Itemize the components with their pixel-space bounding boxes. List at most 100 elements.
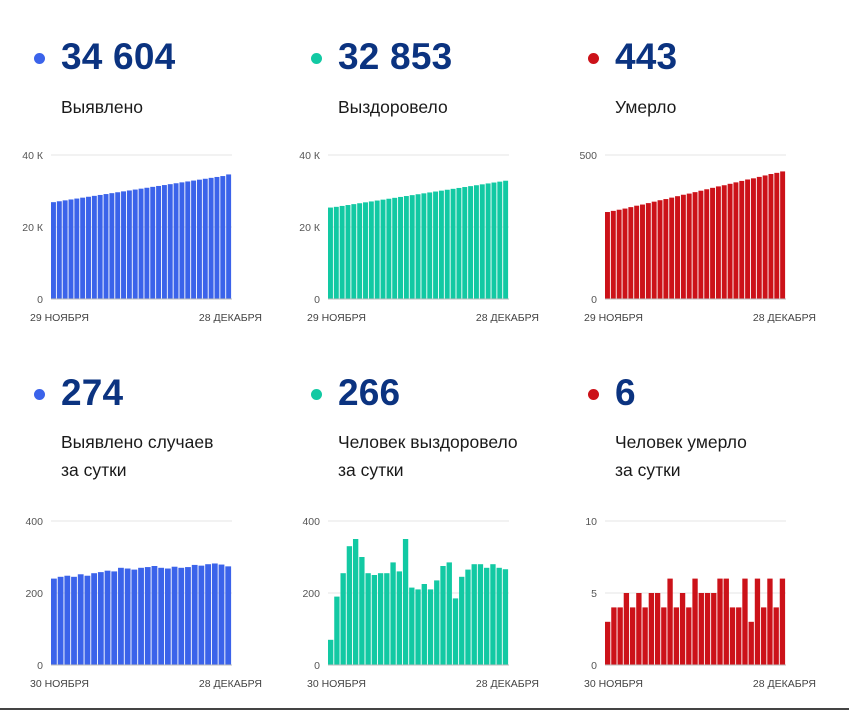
- bar: [77, 574, 84, 665]
- bar: [62, 200, 68, 299]
- bar: [131, 569, 138, 665]
- cumulative-deaths-value: 443: [615, 36, 678, 77]
- daily-recovered-label-line2: за сутки: [338, 460, 404, 480]
- bar: [121, 191, 126, 299]
- bar: [333, 206, 339, 299]
- bar: [371, 575, 378, 665]
- bar: [465, 569, 471, 665]
- bar: [427, 192, 433, 299]
- x-tick-label-end: 28 ДЕКАБРЯ: [753, 678, 816, 690]
- x-tick-label-end: 28 ДЕКАБРЯ: [476, 678, 539, 690]
- bar: [673, 607, 679, 665]
- bar: [434, 580, 440, 665]
- x-tick-label-start: 30 НОЯБРЯ: [30, 678, 89, 690]
- bar: [132, 189, 138, 299]
- bar: [661, 607, 667, 665]
- bar: [64, 575, 71, 665]
- bar: [629, 607, 636, 665]
- y-tick-label: 0: [314, 294, 320, 306]
- legend-dot-icon: [311, 389, 322, 400]
- bar: [185, 181, 191, 299]
- bar: [440, 566, 446, 665]
- bar: [645, 203, 651, 299]
- bar: [698, 190, 704, 299]
- bar: [679, 593, 686, 665]
- bar: [484, 567, 490, 665]
- bar: [634, 205, 640, 299]
- panel-daily-recovered: 266 Человек выздоровело за сутки 0 200 400…: [277, 340, 547, 700]
- y-tick-label: 0: [591, 660, 597, 672]
- cumulative-recovered-value: 32 853: [338, 36, 453, 77]
- bar: [124, 568, 131, 665]
- y-tick-label: 40 К: [22, 150, 44, 162]
- bar: [225, 566, 232, 665]
- bar: [473, 185, 479, 299]
- bar: [438, 190, 444, 299]
- bar: [202, 178, 208, 299]
- panel-cumulative-recovered: 32 853 Выздоровело 0 20 К 40 К 29 НОЯБРЯ 28 …: [277, 0, 547, 340]
- bar: [721, 185, 727, 299]
- bar: [196, 179, 202, 299]
- legend-dot-icon: [34, 389, 45, 400]
- bar: [150, 186, 156, 299]
- bar: [496, 567, 502, 665]
- bar: [167, 184, 173, 299]
- bar: [768, 174, 774, 299]
- daily-recovered-label: Человек выздоровело: [338, 432, 518, 452]
- bar: [368, 201, 374, 299]
- x-tick-label-start: 30 НОЯБРЯ: [584, 678, 643, 690]
- bar: [363, 202, 368, 299]
- panel-cumulative-deaths: 443 Умерло 0 500 29 НОЯБРЯ 28 ДЕКАБРЯ: [554, 0, 824, 340]
- bar: [415, 194, 421, 299]
- cumulative-recovered-chart: 0 20 К 40 К 29 НОЯБРЯ 28 ДЕКАБРЯ: [299, 150, 539, 324]
- bar: [359, 557, 365, 665]
- bar: [692, 578, 698, 665]
- y-tick-label: 200: [25, 588, 43, 600]
- y-tick-label: 20 К: [22, 222, 44, 234]
- bar: [761, 607, 767, 665]
- bar: [409, 195, 415, 299]
- bar: [754, 578, 761, 665]
- y-tick-label: 400: [25, 516, 43, 528]
- y-tick-label: 10: [585, 516, 597, 528]
- bar: [138, 567, 144, 665]
- daily-deaths-label-line2: за сутки: [615, 460, 681, 480]
- bar: [84, 575, 91, 665]
- bar: [686, 193, 692, 299]
- bar: [357, 203, 363, 299]
- bar: [156, 185, 162, 299]
- bar: [444, 189, 450, 299]
- bar: [675, 196, 680, 299]
- bar: [654, 593, 661, 665]
- bar: [711, 593, 717, 665]
- panel-daily-deaths: 6 Человек умерло за сутки 0 5 10 30 НОЯБРЯ 2…: [554, 340, 824, 700]
- bar: [736, 607, 742, 665]
- bar: [642, 607, 648, 665]
- bar: [490, 564, 496, 665]
- daily-recovered-value: 266: [338, 372, 401, 413]
- bar: [456, 187, 462, 299]
- bar: [648, 593, 655, 665]
- bar: [384, 573, 390, 665]
- y-tick-label: 0: [37, 294, 43, 306]
- x-tick-label-start: 30 НОЯБРЯ: [307, 678, 366, 690]
- bar: [605, 212, 610, 299]
- bar: [56, 201, 62, 299]
- bar: [756, 176, 762, 299]
- bar: [767, 578, 773, 665]
- cumulative-deaths-label: Умерло: [615, 97, 677, 117]
- daily-deaths-label: Человек умерло: [615, 432, 747, 452]
- bar: [479, 184, 485, 299]
- bar: [616, 209, 622, 299]
- bar: [365, 573, 371, 665]
- bar: [118, 567, 124, 665]
- bar: [208, 177, 214, 299]
- legend-dot-icon: [588, 53, 599, 64]
- bar: [780, 171, 786, 299]
- bar: [191, 180, 197, 299]
- bar: [144, 187, 150, 299]
- bar: [622, 208, 628, 299]
- x-tick-label-start: 29 НОЯБРЯ: [307, 312, 366, 324]
- bar: [334, 596, 340, 665]
- bar: [704, 189, 710, 299]
